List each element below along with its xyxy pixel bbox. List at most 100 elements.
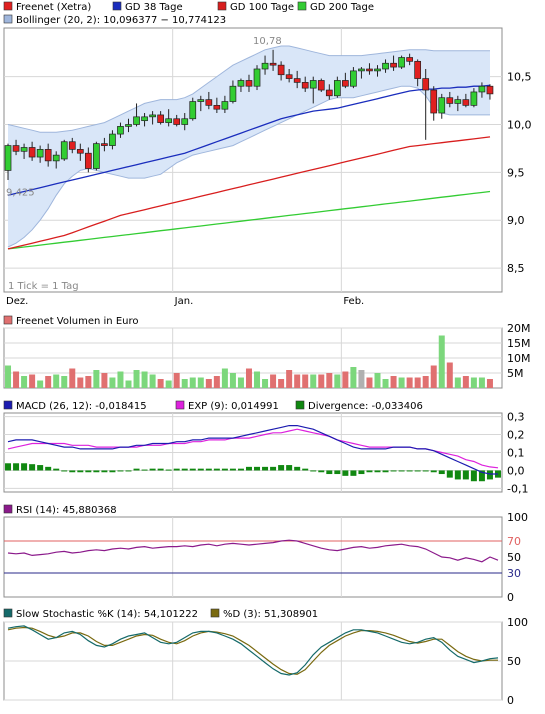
candle: [109, 133, 116, 146]
legend-label: Freenet (Xetra): [16, 2, 91, 13]
divergence-bar: [406, 470, 413, 472]
bollinger-upper-line: [7, 45, 490, 133]
candle: [374, 68, 381, 72]
candle: [36, 149, 44, 158]
candle: [446, 97, 454, 104]
y-tick-label: 10M: [507, 352, 531, 365]
volume-bar: [270, 374, 277, 388]
volume-bar: [478, 377, 485, 388]
divergence-bar: [422, 470, 429, 472]
candle: [229, 85, 237, 102]
candle: [60, 141, 68, 160]
legend-label: Divergence: -0,033406: [308, 401, 423, 412]
candle: [68, 141, 76, 150]
volume-bar: [133, 370, 140, 388]
volume-bar: [229, 373, 236, 388]
divergence-bar: [149, 468, 156, 471]
legend-swatch: [3, 315, 13, 325]
candle: [213, 105, 221, 110]
legend-label: Freenet Volumen in Euro: [16, 316, 138, 327]
candle: [438, 97, 446, 114]
volume-bar: [237, 377, 244, 388]
volume-bar: [350, 367, 357, 388]
legend-swatch: [295, 400, 305, 410]
divergence-bar: [13, 463, 20, 471]
volume-bar: [21, 376, 28, 388]
y-tick-label: 9,5: [507, 166, 525, 179]
candle: [221, 101, 229, 110]
price-annotation: 9,425: [6, 188, 35, 199]
divergence-bar: [270, 466, 277, 471]
volume-bar: [101, 373, 108, 388]
y-tick-label: -0,1: [507, 482, 528, 495]
candle: [181, 118, 189, 125]
volume-bar: [69, 368, 76, 388]
divergence-bar: [133, 468, 140, 471]
divergence-bar: [478, 470, 485, 482]
gd100-line: [7, 136, 491, 250]
divergence-bar: [366, 470, 373, 473]
candle: [133, 116, 140, 125]
divergence-bar: [237, 468, 244, 471]
divergence-bar: [69, 470, 76, 473]
legend-swatch: [175, 400, 185, 410]
volume-bar: [286, 370, 293, 388]
volume-bar: [221, 368, 228, 388]
candle: [325, 89, 333, 97]
volume-bar: [141, 371, 148, 388]
divergence-bar: [173, 468, 180, 471]
candle: [350, 70, 357, 87]
candle: [93, 143, 100, 169]
divergence-bar: [462, 470, 469, 480]
divergence-bar: [454, 470, 461, 480]
y-tick-label: 0: [507, 694, 514, 707]
rsi-line: [7, 539, 499, 563]
y-tick-label: 15M: [507, 337, 531, 350]
legend-swatch: [210, 608, 220, 618]
divergence-bar: [205, 468, 212, 471]
volume-bar: [470, 377, 477, 388]
candle: [44, 149, 52, 162]
divergence-bar: [382, 470, 389, 473]
y-tick-label: 30: [507, 567, 521, 580]
volume-bar: [61, 376, 68, 388]
volume-bar: [462, 376, 469, 388]
candle: [470, 91, 478, 106]
volume-bar: [438, 335, 445, 388]
volume-bar: [181, 379, 188, 388]
divergence-bar: [334, 470, 341, 475]
candle: [52, 154, 60, 162]
candle: [28, 147, 36, 158]
divergence-bar: [197, 468, 204, 471]
volume-bar: [85, 376, 92, 388]
divergence-bar: [286, 465, 293, 471]
candle: [149, 114, 156, 118]
divergence-bar: [221, 468, 228, 471]
volume-bar: [189, 377, 196, 388]
price-annotation: 10,78: [253, 36, 282, 47]
y-tick-label: 8,5: [507, 262, 525, 275]
y-tick-label: 5M: [507, 367, 524, 380]
x-axis-label: Feb.: [343, 296, 364, 307]
divergence-bar: [350, 470, 357, 476]
volume-bar: [382, 379, 389, 388]
divergence-bar: [245, 466, 252, 471]
candle: [390, 62, 397, 68]
legend-swatch: [3, 14, 13, 24]
x-axis-label: Jan.: [174, 296, 194, 307]
candle: [333, 80, 341, 97]
volume-bar: [109, 377, 116, 388]
divergence-bar: [486, 470, 493, 480]
candle: [197, 99, 205, 102]
candle: [309, 80, 317, 89]
divergence-bar: [125, 470, 132, 472]
candle: [342, 80, 349, 87]
divergence-bar: [165, 469, 172, 471]
divergence-bar: [93, 470, 100, 473]
volume-bar: [37, 380, 44, 388]
y-tick-label: 10,0: [507, 119, 532, 132]
candle: [261, 62, 269, 70]
legend-label: Slow Stochastic %K (14): 54,101222: [16, 609, 198, 620]
divergence-bar: [302, 468, 309, 471]
